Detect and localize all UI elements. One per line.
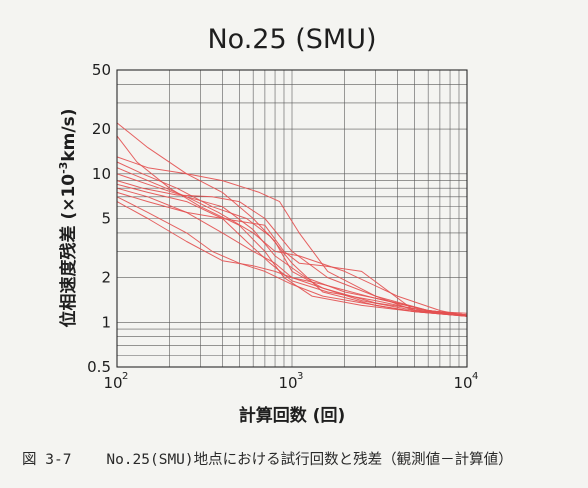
y-axis-label-suffix: km/s): [59, 109, 79, 162]
y-tick-label: 20: [92, 120, 111, 138]
series-group: [116, 122, 468, 317]
series-line-5: [116, 167, 468, 317]
series-line-3: [116, 156, 468, 316]
y-axis-label: 位相速度残差 (×10-3km/s): [57, 109, 79, 328]
x-tick-exponent: 3: [297, 371, 303, 382]
grid: [117, 70, 467, 367]
series-line-2: [116, 135, 468, 317]
chart-title: No.25 (SMU): [207, 24, 376, 55]
x-axis-label: 計算回数 (回): [239, 405, 345, 426]
series-line-11: [116, 196, 468, 317]
x-tick-label: 10: [278, 374, 297, 392]
series-line-10: [116, 191, 468, 317]
y-tick-label: 0.5: [87, 358, 111, 376]
y-tick-label: 2: [101, 269, 111, 287]
figure-caption: 図 3-7 No.25(SMU)地点における試行回数と残差（観測値－計算値）: [22, 448, 513, 469]
y-tick-label: 50: [92, 61, 111, 79]
y-tick-label: 5: [101, 210, 111, 228]
y-axis-label-exponent: -3: [57, 162, 70, 174]
x-tick-label: 10: [103, 374, 122, 392]
caption-number: 図 3-7: [22, 452, 72, 468]
x-tick-exponent: 2: [122, 371, 128, 382]
series-line-8: [116, 183, 468, 317]
series-line-12: [116, 201, 468, 316]
y-tick-label: 10: [92, 165, 111, 183]
x-tick-label: 10: [453, 374, 472, 392]
x-tick-exponent: 4: [472, 371, 478, 382]
y-axis-label-prefix: 位相速度残差 (×10: [58, 174, 79, 328]
plot-frame: [116, 69, 468, 368]
series-line-9: [116, 187, 468, 316]
caption-text: No.25(SMU)地点における試行回数と残差（観測値－計算値）: [106, 452, 513, 468]
y-tick-label: 1: [101, 313, 111, 331]
